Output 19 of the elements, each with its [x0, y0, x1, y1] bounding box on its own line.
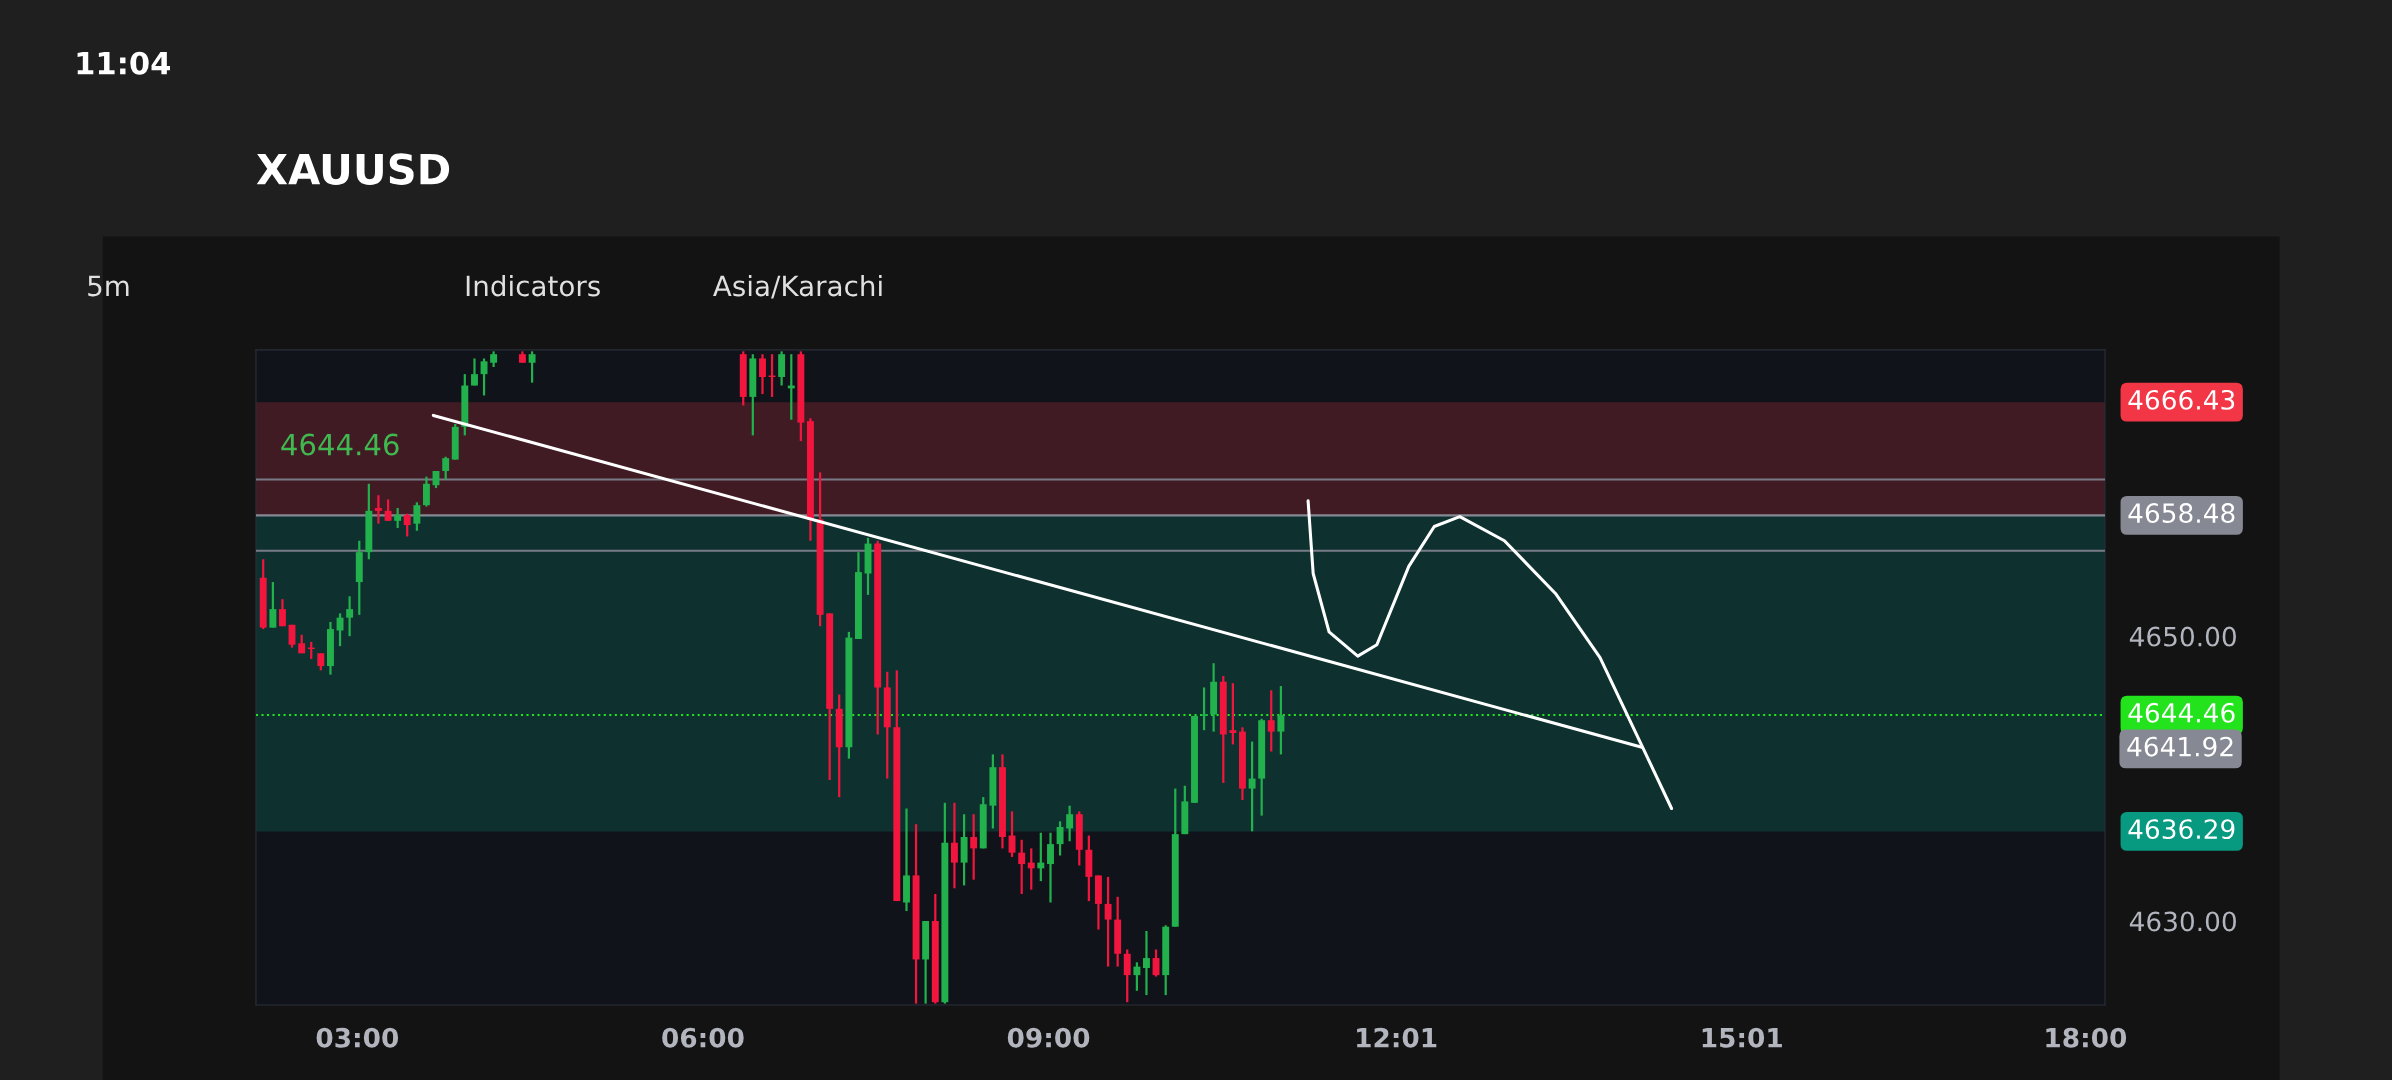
text: 4641.92: [2127, 736, 2233, 757]
ref-line-label: 4658.48: [2128, 503, 2235, 524]
text: 11:04: [77, 51, 171, 75]
x-tick-label: 03:00: [316, 1027, 399, 1048]
x-tick-label: 06:00: [662, 1027, 744, 1048]
band-label: 4636.29: [2128, 819, 2235, 840]
y-tick-label: 4650.00: [2129, 626, 2236, 647]
x-tick-label: 09:00: [1007, 1027, 1090, 1048]
x-tick-label: 18:00: [2046, 1027, 2127, 1048]
ref-line-label: 4644.46: [2128, 702, 2235, 723]
text: Asia/Karachi: [713, 274, 882, 299]
band-label: 4666.43: [2128, 389, 2235, 410]
x-tick-label: 15:01: [1702, 1027, 1782, 1048]
text: 5m: [88, 275, 129, 297]
annotation: 4644.46: [281, 433, 399, 456]
text: Indicators: [466, 274, 600, 297]
y-tick-label: 4630.00: [2129, 911, 2236, 932]
chart-title: XAUUSD: [256, 153, 450, 185]
x-tick-label: 12:01: [1357, 1027, 1437, 1048]
